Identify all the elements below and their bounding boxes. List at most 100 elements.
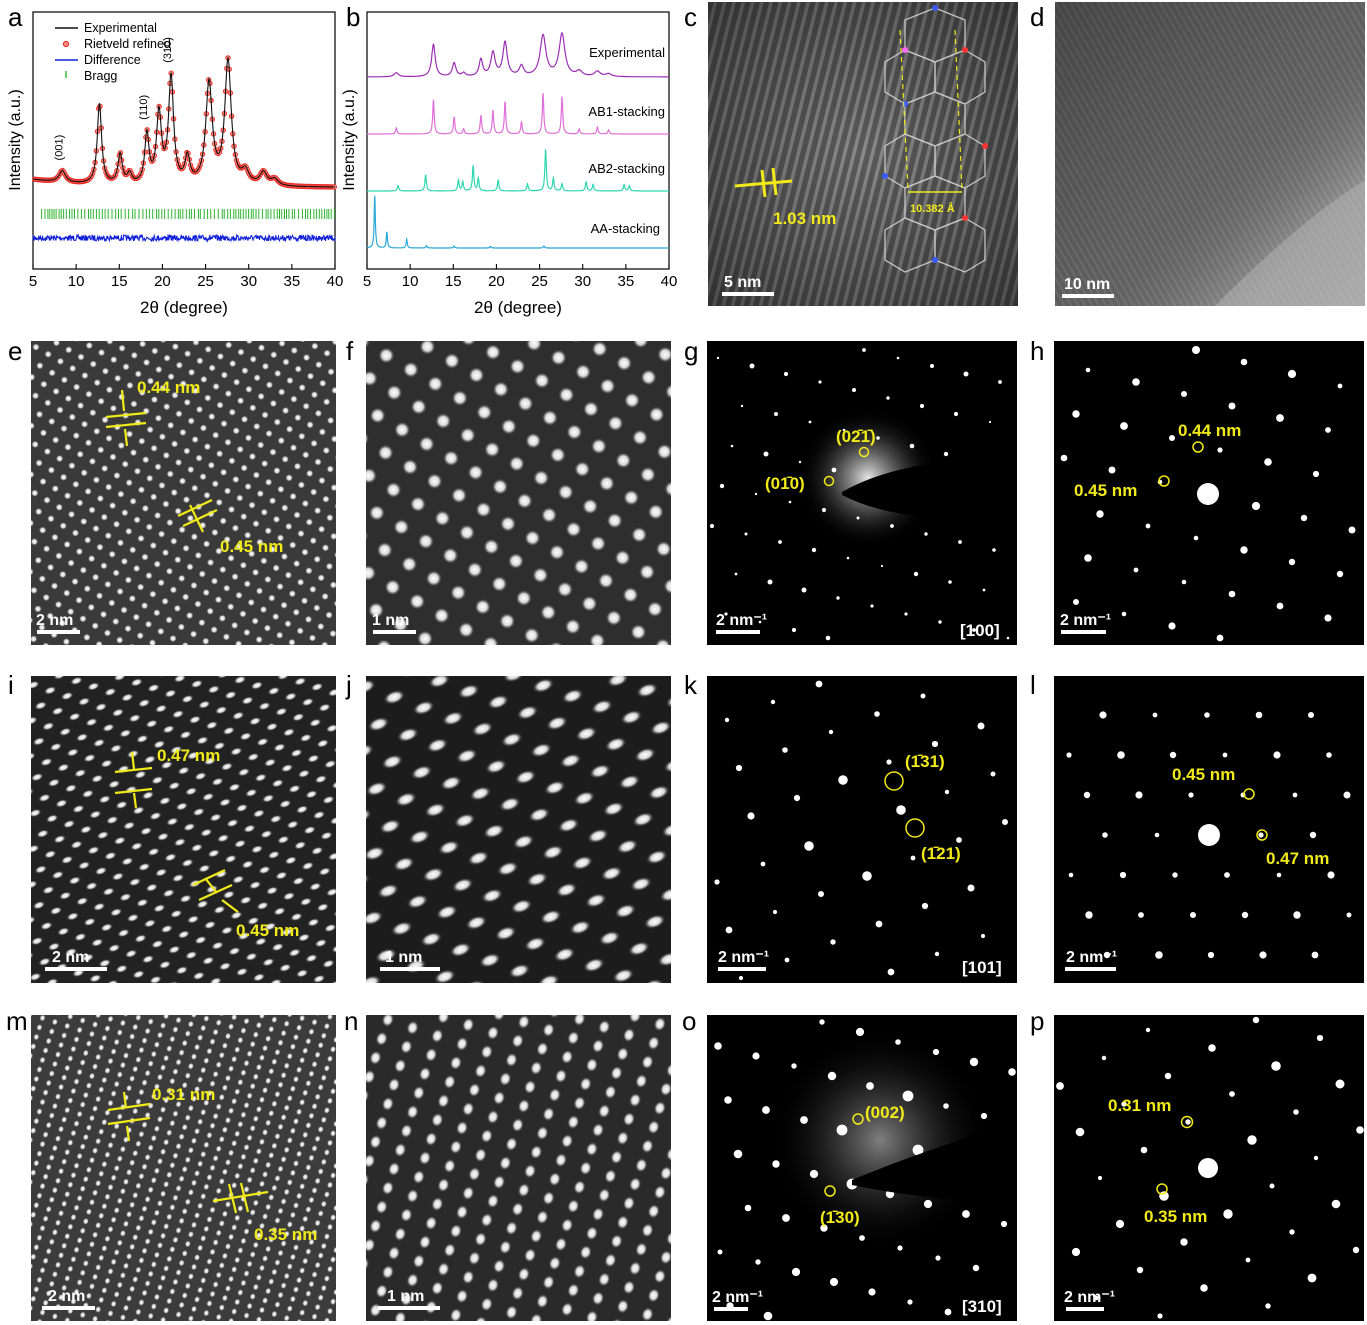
diffraction-spot [1258, 832, 1264, 838]
diffraction-spot [719, 483, 725, 489]
scalebar-l: 2 nm⁻¹ [1066, 949, 1117, 966]
diffraction-spot [1307, 1273, 1317, 1283]
diffraction-spot [856, 516, 860, 520]
diffraction-spot [1312, 470, 1320, 478]
diffraction-spot [943, 1103, 949, 1109]
diffraction-spot [733, 1149, 743, 1159]
spacing-label-i-2: 0.45 nm [236, 921, 299, 940]
series-label-aa-stacking: AA-stacking [591, 221, 660, 236]
diffraction-spot [1168, 622, 1176, 630]
scalebar-h: 2 nm⁻¹ [1060, 612, 1111, 629]
diffraction-spot [1002, 819, 1008, 825]
diffraction-spot [1192, 346, 1200, 354]
diffraction-spot [738, 975, 744, 981]
diffraction-spot [1293, 1109, 1299, 1115]
diffraction-spot [1075, 1127, 1085, 1137]
tem-image-c: 10.382 Å 1.03 nm 5 nm [708, 2, 1018, 306]
diffraction-spot [1269, 1183, 1275, 1189]
diffraction-spot [740, 404, 744, 408]
spot-label-k-1: (1̄31) [905, 752, 945, 771]
diffraction-spot [1228, 590, 1236, 598]
zone-axis-o: [310] [962, 1297, 1002, 1316]
diffraction-spot [855, 1027, 865, 1037]
refined-points [32, 55, 337, 190]
x-tick-label-a: 20 [154, 273, 171, 290]
difference-curve [32, 233, 336, 243]
plot-frame-a [32, 11, 336, 270]
diffraction-spot [735, 764, 743, 772]
x-tick-label-a: 10 [68, 273, 85, 290]
diffraction-spot [1097, 1175, 1103, 1181]
diffraction-spot [827, 1071, 837, 1081]
diffraction-spot [774, 412, 778, 416]
panel-letter-a: a [8, 2, 23, 32]
panel-letter-n: n [344, 1006, 358, 1036]
diffraction-spot [962, 1210, 970, 1218]
zone-axis-g: [100] [960, 621, 1000, 640]
diffraction-spot [907, 1299, 913, 1305]
diffraction-spot [920, 693, 926, 699]
diffraction-spot [784, 957, 790, 963]
diffraction-spot [1259, 951, 1267, 959]
diffraction-spot [868, 1288, 876, 1296]
scalebar-c: 5 nm [724, 274, 761, 291]
diffraction-spot [1190, 912, 1196, 918]
x-tick-label-b: 5 [363, 273, 371, 290]
diffraction-spot [977, 722, 985, 730]
diffraction-spot [734, 572, 738, 576]
diffraction-spot [1101, 1055, 1107, 1061]
xrd-rietveld-chart: 5 10 15 20 25 30 35 40 (001) (110) (310) Experime… [7, 11, 343, 317]
diffraction-spot [1271, 1061, 1281, 1071]
diffraction-spot [1121, 1101, 1127, 1107]
diffraction-spot [1245, 1257, 1251, 1263]
hrtem-image-e: 0.44 nm 0.45 nm 2 nm [31, 341, 336, 645]
diffraction-spot [896, 356, 900, 360]
diffraction-spot [1229, 1091, 1235, 1097]
diffraction-spot [904, 612, 908, 616]
hrtem-image-f: 1 nm [366, 341, 671, 645]
diffraction-spot [811, 547, 817, 553]
diffraction-spot [1222, 752, 1228, 758]
diffraction-spot [1083, 791, 1091, 799]
x-tick-label-b: 40 [661, 273, 678, 290]
diffraction-spot [852, 388, 856, 392]
x-tick-label-b: 25 [531, 273, 548, 290]
diffraction-spot [830, 939, 836, 945]
diffraction-spot [1155, 951, 1163, 959]
spacing-label-i-1: 0.47 nm [157, 746, 220, 765]
scalebar-f: 1 nm [372, 612, 409, 629]
diffraction-spot [754, 492, 758, 496]
diffraction-spot [831, 467, 837, 473]
diffraction-spot [1293, 911, 1301, 919]
spacing-label-l-2: 0.47 nm [1266, 849, 1329, 868]
diffraction-spot [1133, 567, 1139, 573]
spacing-label-e-2: 0.45 nm [220, 537, 283, 556]
diffraction-spot [988, 420, 992, 424]
series-line-ab2-stacking [367, 149, 669, 192]
diffraction-spot [1348, 526, 1356, 534]
diffraction-spot [836, 596, 840, 600]
spacing-label-p-2: 0.35 nm [1144, 1207, 1207, 1226]
saed-pattern-o: (002) (1̄30) 2 nm⁻¹ [310] [707, 1015, 1017, 1321]
series-label-ab1-stacking: AB1-stacking [588, 104, 665, 119]
diffraction-spot [1273, 751, 1281, 759]
diffraction-spot [938, 620, 942, 624]
diffraction-spot [972, 1264, 980, 1272]
scalebar-k: 2 nm⁻¹ [718, 949, 769, 966]
spot-label-g-1: (02̄1̄) [836, 427, 876, 446]
diffraction-spot [931, 740, 939, 748]
panel-letter-i: i [8, 670, 14, 700]
diffraction-spot [1331, 1199, 1341, 1209]
diffraction-spot [820, 1224, 828, 1232]
diffraction-spot [862, 871, 872, 881]
diffraction-spot [791, 1267, 801, 1277]
diffraction-spot [1157, 1313, 1163, 1319]
diffraction-spot [1300, 514, 1308, 522]
diffraction-spot [1276, 414, 1284, 422]
diffraction-spot [1185, 1119, 1191, 1125]
diffraction-spot [1276, 872, 1282, 878]
diffraction-spot [752, 1052, 760, 1060]
series-label-experimental: Experimental [589, 45, 665, 60]
diffraction-spot [770, 699, 776, 705]
panel-letter-d: d [1030, 2, 1044, 32]
